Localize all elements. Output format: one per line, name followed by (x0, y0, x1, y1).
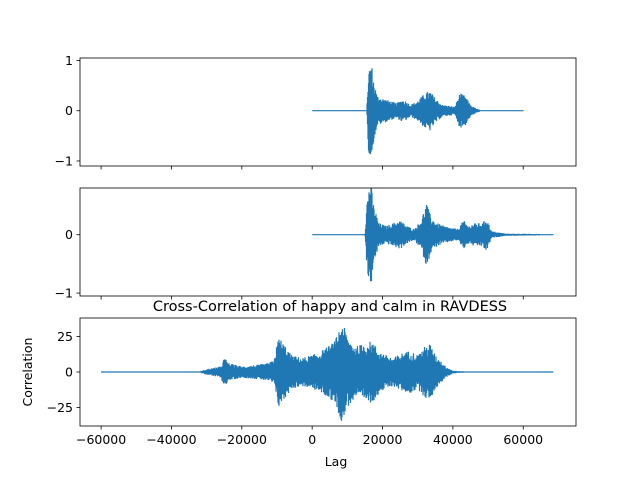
series-line (101, 328, 554, 421)
y-tick-label: 0 (65, 365, 73, 380)
x-axis-label: Lag (325, 454, 348, 469)
y-tick-label: 25 (57, 329, 73, 344)
y-tick-label: −1 (55, 153, 73, 168)
x-tick-label: 40000 (433, 432, 473, 447)
subplot-2: −1 0 (55, 187, 577, 301)
y-tick-label: 1 (65, 53, 73, 68)
y-axis-label: Correlation (20, 338, 35, 407)
series-line (312, 188, 554, 282)
y-tick-label: 0 (65, 227, 73, 242)
axes-frame (79, 187, 577, 297)
x-tick-label: 20000 (363, 432, 403, 447)
y-tick-label: 0 (65, 103, 73, 118)
x-tick-label: 0 (308, 432, 316, 447)
subplot-3: −60000 −40000 −20000 0 20000 40000 60000 −25 0 25… (20, 299, 577, 469)
x-tick-label: −20000 (217, 432, 267, 447)
axes-frame (79, 57, 577, 167)
subplot-1: −1 0 1 (55, 53, 577, 170)
x-tick-label: 60000 (503, 432, 543, 447)
x-tick-label: −60000 (76, 432, 126, 447)
y-tick-label: −25 (47, 400, 73, 415)
series-line (312, 68, 524, 155)
chart-title: Cross-Correlation of happy and calm in R… (153, 299, 507, 315)
x-tick-label: −40000 (146, 432, 196, 447)
y-tick-label: −1 (55, 286, 73, 301)
